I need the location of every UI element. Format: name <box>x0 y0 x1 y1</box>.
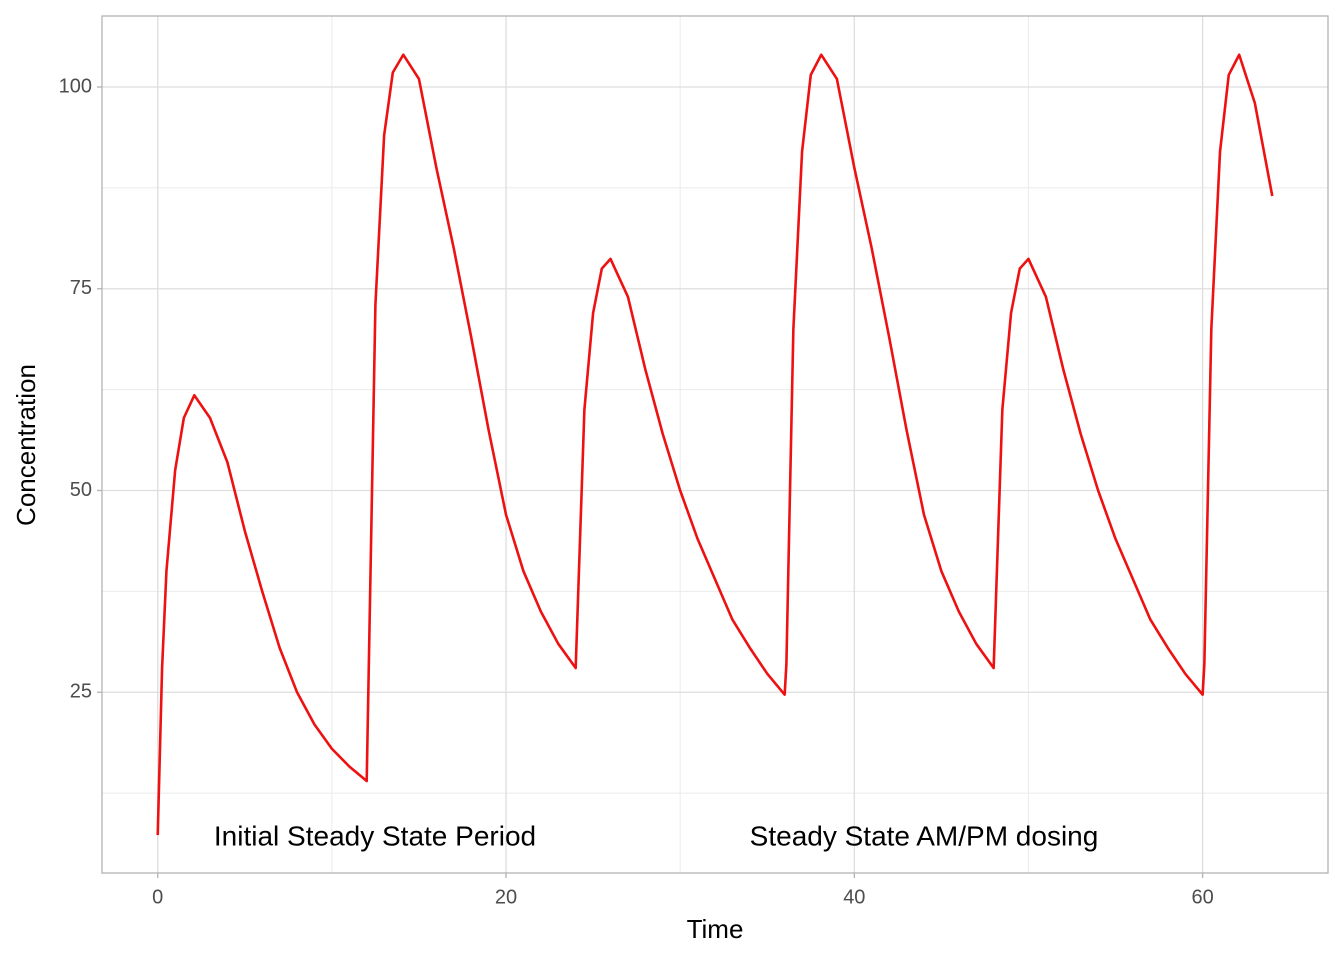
y-axis-title: Concentration <box>11 364 41 526</box>
x-axis-title: Time <box>687 914 744 944</box>
y-tick-label: 50 <box>70 479 92 501</box>
annotation: Initial Steady State Period <box>214 820 536 851</box>
y-tick-label: 25 <box>70 681 92 703</box>
data-line <box>156 53 1274 836</box>
annotation: Steady State AM/PM dosing <box>750 820 1099 851</box>
x-tick-label: 40 <box>843 886 865 908</box>
y-tick-label: 75 <box>70 277 92 299</box>
x-tick-label: 20 <box>495 886 517 908</box>
x-tick-label: 60 <box>1191 886 1213 908</box>
panel-border <box>101 15 1329 874</box>
y-tick-label: 100 <box>59 75 92 97</box>
x-tick-label: 0 <box>152 886 163 908</box>
